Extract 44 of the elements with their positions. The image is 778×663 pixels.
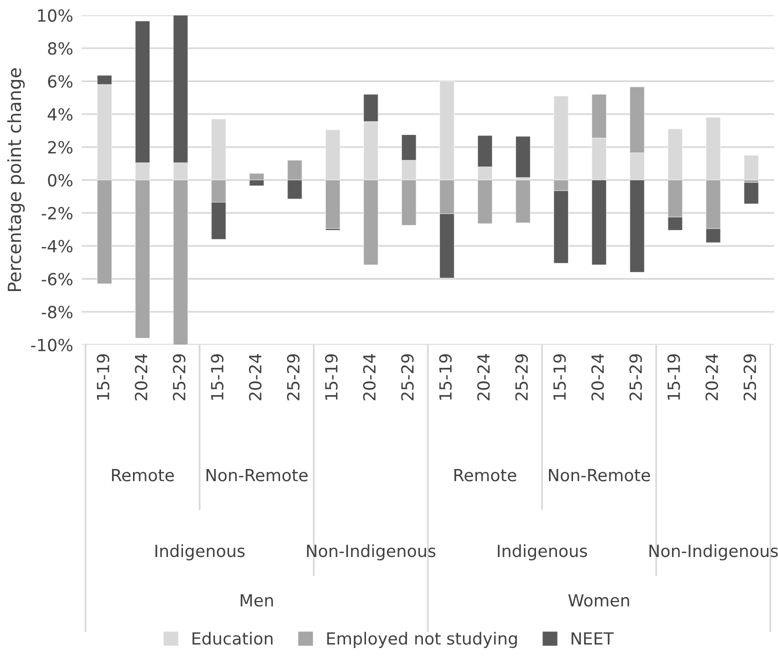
x-tick-label: 15-19 xyxy=(210,354,224,400)
x-tick-label: 25-29 xyxy=(629,354,642,400)
x-tick-label: 20-24 xyxy=(363,354,376,400)
text: Non-Remote xyxy=(206,469,308,482)
legend-label: NEET xyxy=(572,632,614,645)
x-tick-label: 20-24 xyxy=(134,354,148,400)
y-tick-label: -2% xyxy=(42,206,72,220)
text: Non-Indigenous xyxy=(307,544,436,560)
y-tick-label: 4% xyxy=(48,108,72,121)
x-tick-label: 15-19 xyxy=(667,354,680,400)
x-tick-label: 15-19 xyxy=(439,354,452,400)
x-tick-label: 25-29 xyxy=(401,354,414,400)
x-tick-label: 25-29 xyxy=(172,354,186,400)
x-tick-label: 20-24 xyxy=(248,354,262,400)
bar xyxy=(744,182,759,204)
y-tick-label: 6% xyxy=(48,75,72,88)
x-tick-label: 20-24 xyxy=(477,354,490,400)
y-axis-title: Percentage point change xyxy=(7,68,25,291)
x-tick-label: 25-29 xyxy=(515,354,528,400)
x-tick-label: 15-19 xyxy=(325,354,338,400)
legend-label: Employed not studying xyxy=(327,632,517,648)
text: Remote xyxy=(112,469,174,482)
text: Non-Indigenous xyxy=(649,544,778,560)
text: Non-Remote xyxy=(548,469,650,482)
y-tick-label: -4% xyxy=(42,240,72,252)
y-tick-label: -8% xyxy=(42,306,72,318)
text: Indigenous xyxy=(156,544,245,560)
y-tick-label: -10% xyxy=(31,338,72,352)
text: Women xyxy=(568,594,630,607)
x-tick-label: 15-19 xyxy=(96,354,110,400)
text: Men xyxy=(240,594,273,607)
x-tick-label: 15-19 xyxy=(553,354,566,400)
x-tick-label: 25-29 xyxy=(286,354,300,400)
y-tick-label: 0% xyxy=(48,174,72,187)
text: Remote xyxy=(454,469,516,482)
legend-label: Education xyxy=(192,632,273,645)
text: Indigenous xyxy=(498,544,587,560)
y-tick-label: 8% xyxy=(48,42,72,55)
x-tick-label: 20-24 xyxy=(705,354,718,400)
y-tick-label: -6% xyxy=(42,272,72,286)
x-tick-label: 25-29 xyxy=(744,354,756,400)
x-tick-label: 20-24 xyxy=(591,354,604,400)
y-tick-label: 10% xyxy=(38,9,72,22)
y-tick-label: 2% xyxy=(48,141,72,154)
